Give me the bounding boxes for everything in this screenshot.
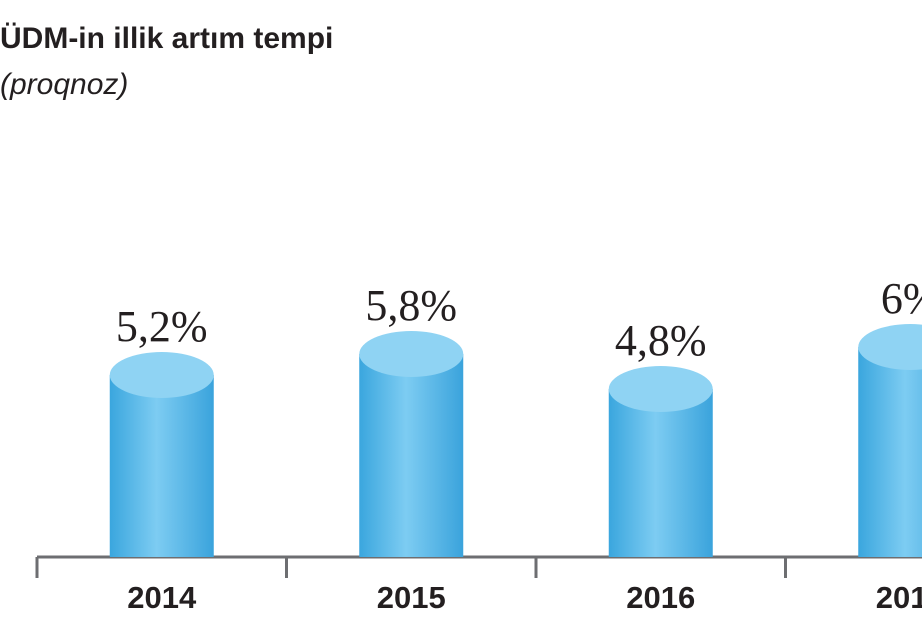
cylinder-top (608, 366, 713, 412)
x-tick-label: 2014 (127, 580, 197, 615)
value-label: 5,8% (365, 281, 457, 330)
cylinder-top (109, 352, 214, 398)
chart-title: ÜDM-in illik artım tempi (0, 22, 333, 55)
cylinder-side (608, 389, 713, 557)
value-label: 6% (881, 274, 922, 323)
cylinder (109, 352, 214, 557)
cylinder-side (109, 375, 214, 557)
value-label: 4,8% (615, 316, 707, 365)
chart-subtitle: (proqnoz) (0, 68, 128, 101)
x-tick-label: 2015 (377, 580, 446, 615)
cylinder-side (858, 347, 922, 557)
x-tick-label: 2017 (876, 580, 922, 615)
cylinder (359, 331, 464, 557)
cylinder-side (359, 354, 464, 557)
cylinder (858, 324, 922, 557)
x-tick-label: 2016 (626, 580, 695, 615)
cylinder-top (359, 331, 464, 377)
cylinder-top (858, 324, 922, 370)
value-label: 5,2% (116, 302, 208, 351)
cylinder (608, 366, 713, 557)
